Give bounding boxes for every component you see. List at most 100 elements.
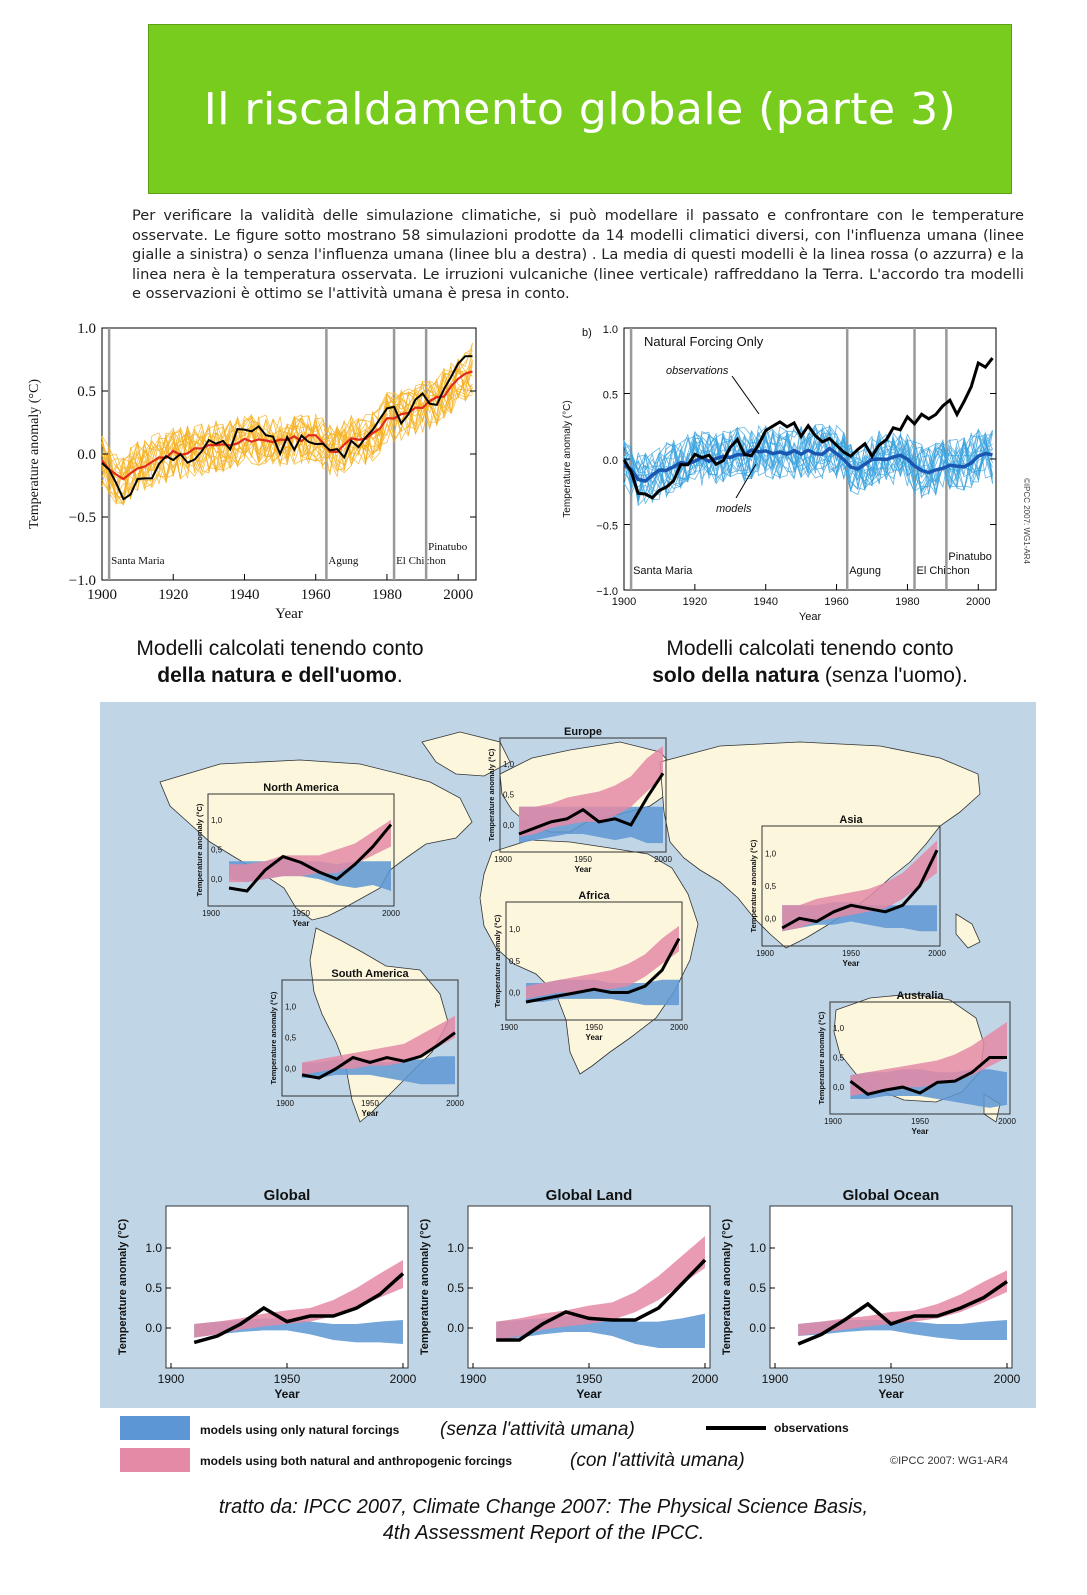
model-run: [623, 425, 993, 498]
region-panel-asia: Asia 1,0 0,5 0,0 1900 1950 2000 Year Temperature…: [749, 814, 946, 968]
y-axis-label: Temperature anomaly (°C): [27, 379, 42, 529]
caption-right-line2: solo della natura (senza l'uomo).: [580, 662, 1040, 689]
y-axis-label: Temperature anomaly (°C): [269, 991, 278, 1084]
y-tick-label: 0,5: [833, 1053, 845, 1062]
observations-line: [228, 823, 393, 893]
region-title: Africa: [578, 890, 610, 902]
footer-line2: 4th Assessment Report of the IPCC.: [382, 1522, 705, 1544]
legend-natural-note: (senza l'attività umana): [440, 1419, 635, 1440]
volcano-label: Santa Maria: [111, 555, 165, 567]
panel-label: b): [582, 327, 592, 339]
y-tick-label: 0.0: [77, 447, 96, 463]
caption-left-bold: della natura e dell'uomo: [157, 664, 397, 687]
y-axis-label: Temperature anomaly (°C): [721, 1219, 733, 1356]
x-axis-label: Year: [843, 959, 860, 968]
y-tick-label: 1.0: [447, 1241, 464, 1255]
x-tick-label: 2000: [382, 909, 400, 918]
x-tick-label: 1900: [494, 855, 512, 864]
y-tick-label: 0,5: [211, 845, 223, 854]
observations-line: [101, 355, 473, 501]
model-run: [623, 427, 993, 496]
global-title: Global: [264, 1187, 311, 1204]
region-panel-south-america: South America 1,0 0,5 0,0 1900 1950 2000 Year Te…: [269, 968, 464, 1118]
volcano-label: El Chichon: [917, 565, 970, 577]
model-run: [101, 358, 473, 479]
chart-b-title: Natural Forcing Only: [644, 334, 764, 349]
observations-line: [301, 1031, 456, 1080]
model-run: [623, 426, 993, 495]
x-axis-label: Year: [576, 1387, 602, 1401]
caption-right-bold: solo della natura: [652, 664, 820, 687]
y-tick-label: 0,0: [765, 914, 777, 923]
region-panel-africa: Africa 1,0 0,5 0,0 1900 1950 2000 Year Temperatu…: [493, 890, 688, 1042]
x-tick-label: 1900: [158, 1372, 185, 1386]
page-title: Il riscaldamento globale (parte 3): [203, 83, 957, 135]
volcano-label: Pinatubo: [948, 551, 991, 563]
chart-b-credit: ©IPCC 2007: WG1-AR4: [1022, 478, 1031, 564]
caption-left: Modelli calcolati tenendo conto della na…: [60, 635, 500, 689]
model-run: [101, 368, 473, 486]
volcano-label: Agung: [328, 555, 358, 567]
x-tick-label: 1900: [762, 1372, 789, 1386]
x-tick-label: 1960: [301, 587, 331, 603]
region-panel-north-america: North America 1,0 0,5 0,0 1900 1950 2000 Year Te…: [195, 782, 400, 928]
y-tick-label: 1,0: [211, 816, 223, 825]
y-tick-label: −0.5: [69, 510, 96, 526]
y-tick-label: 0.5: [447, 1281, 464, 1295]
model-run: [623, 431, 993, 498]
y-tick-label: 0.5: [145, 1281, 162, 1295]
y-axis-label: Temperature anomaly (°C): [493, 914, 502, 1007]
x-tick-label: 2000: [928, 949, 946, 958]
region-title: Asia: [839, 814, 863, 826]
x-tick-label: 1900: [824, 1117, 842, 1126]
x-axis-label: Year: [362, 1109, 379, 1118]
y-tick-label: 0,5: [509, 957, 521, 966]
observations-line: [496, 1258, 707, 1342]
y-tick-label: −1.0: [596, 586, 618, 598]
y-tick-label: 0,0: [211, 875, 223, 884]
region-title: Europe: [564, 726, 602, 738]
x-tick-label: 1940: [229, 587, 259, 603]
x-tick-label: 2000: [446, 1099, 464, 1108]
model-run: [101, 349, 473, 495]
region-panel-australia: Australia 1,0 0,5 0,0 1900 1950 2000 Year Temper…: [817, 990, 1016, 1136]
anthro-band: [302, 1015, 455, 1075]
y-tick-label: 1,0: [509, 925, 521, 934]
global-frame: [769, 1205, 1013, 1369]
x-tick-label: 1950: [274, 1372, 301, 1386]
volcano-label: Pinatubo: [428, 541, 468, 553]
observations-line: [781, 849, 939, 930]
y-axis-label: Temperature anomaly (°C): [117, 1219, 129, 1356]
y-tick-label: 0.0: [749, 1321, 766, 1335]
caption-left-line2: della natura e dell'uomo.: [60, 662, 500, 689]
x-tick-label: 1950: [574, 855, 592, 864]
x-axis-label: Year: [586, 1033, 603, 1042]
observations-line: [849, 1055, 1007, 1096]
y-tick-label: −1.0: [69, 573, 96, 589]
y-tick-label: 1,0: [285, 1003, 297, 1012]
y-tick-label: 0,0: [509, 988, 521, 997]
model-run: [101, 352, 473, 484]
region-panel-europe: Europe 1,0 0,5 0,0 1900 1950 2000 Year Temperatu…: [487, 726, 672, 874]
x-tick-label: 1950: [292, 909, 310, 918]
observations-line: [525, 937, 681, 1004]
y-axis-label: Temperature anomaly (°C): [562, 400, 573, 517]
global-title: Global Ocean: [843, 1187, 940, 1204]
anthro-band: [798, 1270, 1007, 1336]
intro-paragraph: Per verificare la validità delle simulaz…: [132, 207, 1024, 302]
caption-left-line1: Modelli calcolati tenendo conto: [136, 637, 424, 660]
x-tick-label: 2000: [390, 1372, 417, 1386]
x-tick-label: 1950: [361, 1099, 379, 1108]
anthro-band: [519, 746, 663, 838]
x-tick-label: 1900: [202, 909, 220, 918]
anthro-band: [496, 1236, 705, 1340]
x-tick-label: 2000: [692, 1372, 719, 1386]
anthro-band: [782, 840, 937, 932]
x-axis-label: Year: [878, 1387, 904, 1401]
global-title: Global Land: [546, 1187, 633, 1204]
annotation-models: models: [716, 503, 752, 515]
x-tick-label: 2000: [670, 1023, 688, 1032]
y-tick-label: 1.0: [603, 324, 618, 336]
y-tick-label: −0.5: [596, 521, 618, 533]
x-tick-label: 1900: [500, 1023, 518, 1032]
